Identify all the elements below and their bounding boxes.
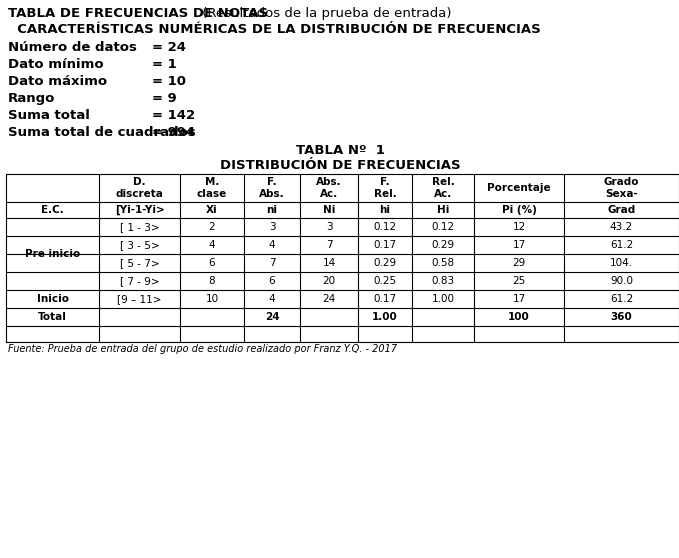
Text: Número de datos: Número de datos — [8, 41, 137, 54]
Text: F.
Rel.: F. Rel. — [373, 177, 397, 199]
Text: Porcentaje: Porcentaje — [488, 183, 551, 193]
Text: 8: 8 — [208, 276, 215, 286]
Text: 2: 2 — [208, 222, 215, 232]
Text: Abs.
Ac.: Abs. Ac. — [316, 177, 342, 199]
Text: Rango: Rango — [8, 92, 56, 105]
Text: 0.29: 0.29 — [431, 240, 454, 250]
Text: E.C.: E.C. — [41, 205, 64, 215]
Text: Suma total de cuadrados: Suma total de cuadrados — [8, 126, 196, 139]
Text: 17: 17 — [513, 294, 526, 304]
Text: 10: 10 — [206, 294, 219, 304]
Text: 24: 24 — [265, 312, 279, 322]
Text: 0.83: 0.83 — [431, 276, 454, 286]
Text: TABLA Nº  1: TABLA Nº 1 — [295, 144, 384, 157]
Text: 90.0: 90.0 — [610, 276, 633, 286]
Text: Pi (%): Pi (%) — [502, 205, 536, 215]
Text: 0.29: 0.29 — [373, 258, 397, 268]
Text: (Resultados de la prueba de entrada): (Resultados de la prueba de entrada) — [198, 7, 452, 20]
Text: = 142: = 142 — [152, 109, 195, 122]
Text: 17: 17 — [513, 240, 526, 250]
Text: 61.2: 61.2 — [610, 294, 633, 304]
Text: 20: 20 — [323, 276, 335, 286]
Text: F.
Abs.: F. Abs. — [259, 177, 285, 199]
Text: = 994: = 994 — [152, 126, 195, 139]
Text: Xi: Xi — [206, 205, 218, 215]
Text: 0.17: 0.17 — [373, 294, 397, 304]
Text: [ 7 - 9>: [ 7 - 9> — [120, 276, 160, 286]
Text: DISTRIBUCIÓN DE FRECUENCIAS: DISTRIBUCIÓN DE FRECUENCIAS — [220, 159, 460, 172]
Text: 6: 6 — [208, 258, 215, 268]
Text: = 1: = 1 — [152, 58, 177, 71]
Text: 4: 4 — [208, 240, 215, 250]
Text: Dato máximo: Dato máximo — [8, 75, 107, 88]
Text: = 24: = 24 — [152, 41, 186, 54]
Text: Grad: Grad — [608, 205, 636, 215]
Text: Ni: Ni — [323, 205, 335, 215]
Text: 61.2: 61.2 — [610, 240, 633, 250]
Text: [Yi-1-Yi>: [Yi-1-Yi> — [115, 205, 164, 215]
Text: 0.58: 0.58 — [431, 258, 454, 268]
Text: 6: 6 — [269, 276, 275, 286]
Text: 0.12: 0.12 — [373, 222, 397, 232]
Text: = 10: = 10 — [152, 75, 186, 88]
Text: M.
clase: M. clase — [197, 177, 227, 199]
Text: 0.17: 0.17 — [373, 240, 397, 250]
Text: 0.12: 0.12 — [431, 222, 454, 232]
Text: 24: 24 — [323, 294, 335, 304]
Text: 1.00: 1.00 — [431, 294, 454, 304]
Text: [9 – 11>: [9 – 11> — [117, 294, 162, 304]
Text: 4: 4 — [269, 294, 275, 304]
Text: Rel.
Ac.: Rel. Ac. — [432, 177, 454, 199]
Text: 4: 4 — [269, 240, 275, 250]
Text: Fuente: Prueba de entrada del grupo de estudio realizado por Franz Y.Q. - 2017: Fuente: Prueba de entrada del grupo de e… — [8, 344, 397, 354]
Text: Total: Total — [38, 312, 67, 322]
Text: Dato mínimo: Dato mínimo — [8, 58, 104, 71]
Text: 360: 360 — [610, 312, 632, 322]
Text: 0.25: 0.25 — [373, 276, 397, 286]
Text: = 9: = 9 — [152, 92, 177, 105]
Text: Inicio: Inicio — [37, 294, 69, 304]
Text: 29: 29 — [513, 258, 526, 268]
Text: 1.00: 1.00 — [372, 312, 398, 322]
Text: 3: 3 — [326, 222, 332, 232]
Text: Suma total: Suma total — [8, 109, 90, 122]
Text: 7: 7 — [269, 258, 275, 268]
Text: Pre inicio: Pre inicio — [25, 249, 80, 259]
Text: Grado
Sexa-: Grado Sexa- — [604, 177, 639, 199]
Text: [ 5 - 7>: [ 5 - 7> — [120, 258, 160, 268]
Text: 14: 14 — [323, 258, 335, 268]
Text: 43.2: 43.2 — [610, 222, 633, 232]
Text: D.
discreta: D. discreta — [115, 177, 164, 199]
Text: 7: 7 — [326, 240, 332, 250]
Text: 25: 25 — [513, 276, 526, 286]
Text: CARACTERÍSTICAS NUMÉRICAS DE LA DISTRIBUCIÓN DE FRECUENCIAS: CARACTERÍSTICAS NUMÉRICAS DE LA DISTRIBU… — [8, 23, 540, 36]
Text: 104.: 104. — [610, 258, 633, 268]
Text: [ 3 - 5>: [ 3 - 5> — [120, 240, 160, 250]
Text: ni: ni — [266, 205, 278, 215]
Text: [ 1 - 3>: [ 1 - 3> — [120, 222, 160, 232]
Text: 12: 12 — [513, 222, 526, 232]
Text: 100: 100 — [508, 312, 530, 322]
Text: Hi: Hi — [437, 205, 449, 215]
Text: hi: hi — [380, 205, 390, 215]
Text: 3: 3 — [269, 222, 275, 232]
Text: TABLA DE FRECUENCIAS DE NOTAS: TABLA DE FRECUENCIAS DE NOTAS — [8, 7, 268, 20]
